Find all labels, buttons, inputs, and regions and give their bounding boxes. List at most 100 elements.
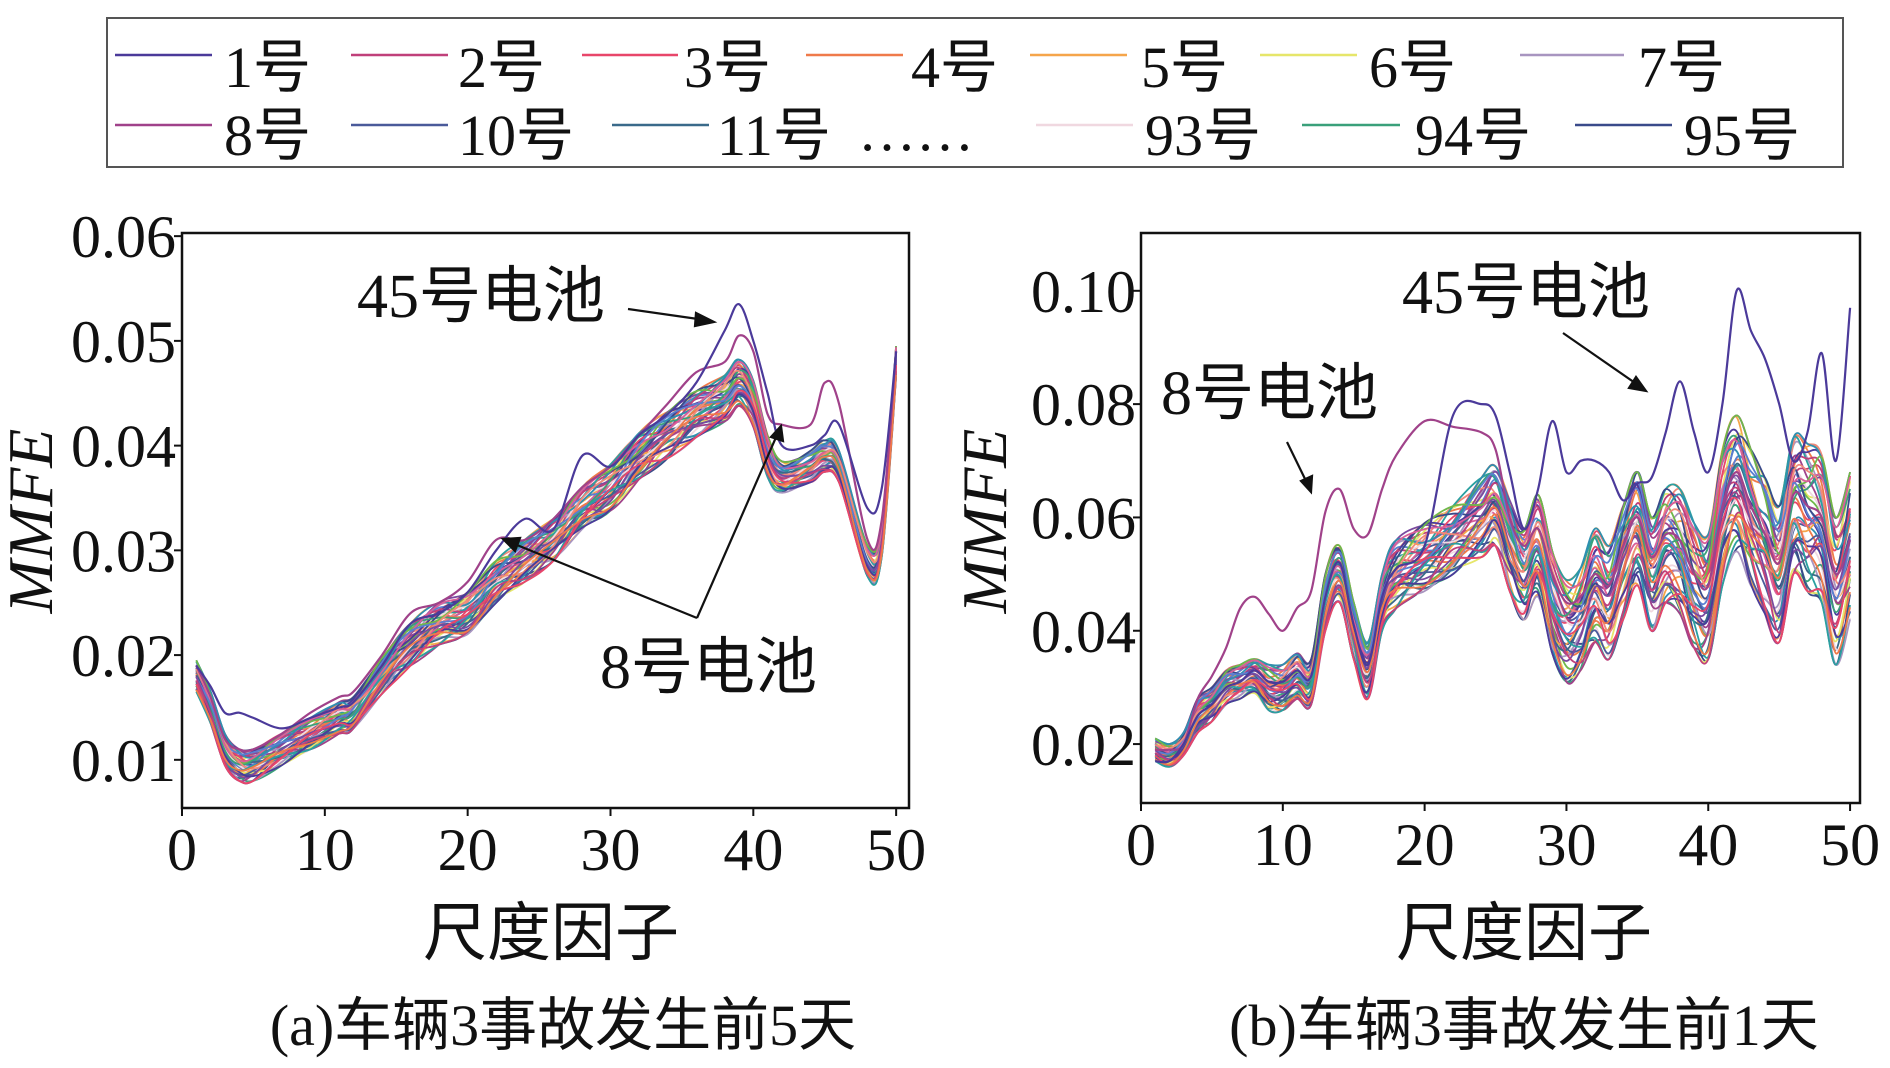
annotation-arrows	[500, 307, 785, 620]
panel-b-lines	[1154, 287, 1852, 768]
y-tick-label: 0.03	[71, 518, 176, 584]
panel-a-ticks: 0 10 20 30 40 50 0.01 0.02 0.03 0.04 0.05 0.06	[71, 204, 926, 883]
series-bundle	[195, 303, 898, 785]
panel-b: 0 10 20 30 40 50 0.02 0.04 0.06 0.08 0.10 MMFE 尺度因…	[949, 231, 1880, 1058]
series-bundle	[1154, 287, 1852, 768]
arrowhead-icon	[769, 423, 785, 443]
arrow-45	[1562, 332, 1639, 386]
series-line	[195, 347, 897, 763]
legend-item: 3号	[582, 35, 771, 100]
legend-label: 11号	[717, 103, 831, 168]
arrow-8-right	[695, 434, 779, 619]
series-line-highlight	[1155, 287, 1852, 764]
legend-frame	[106, 17, 1844, 168]
x-tick-label: 10	[1253, 812, 1313, 878]
legend-label: 7号	[1638, 35, 1725, 100]
arrowhead-icon	[1627, 375, 1649, 393]
series-line	[195, 375, 897, 778]
legend-item: 10号	[351, 103, 574, 168]
legend: …… 1号 2号 3号 4号 5号 6号 7号 8号 10号 11号 93号 94号 95号	[106, 17, 1844, 168]
x-tick-label: 30	[1536, 812, 1596, 878]
annotation-45: 45号电池	[357, 263, 605, 331]
series-line	[1154, 439, 1851, 754]
series-line-highlight	[195, 303, 898, 730]
annotation-8: 8号电池	[1161, 360, 1378, 428]
legend-item: 11号	[612, 103, 831, 168]
legend-item: 4号	[806, 35, 998, 100]
panel-b-caption: (b)车辆3事故发生前1天	[1229, 993, 1819, 1058]
series-line	[1154, 474, 1851, 761]
series-line	[1154, 519, 1851, 763]
arrow-8-left	[511, 541, 698, 620]
x-tick-label: 50	[1820, 812, 1880, 878]
x-tick-label: 20	[1395, 812, 1455, 878]
series-line	[195, 368, 897, 775]
legend-item: 93号	[1036, 103, 1261, 168]
arrow-45	[627, 307, 706, 322]
series-line	[1154, 522, 1851, 768]
x-tick-label: 40	[723, 817, 783, 883]
legend-label: 95号	[1684, 103, 1800, 168]
series-line	[195, 374, 897, 772]
y-tick-label: 0.08	[1031, 372, 1136, 438]
arrowhead-icon	[500, 536, 522, 553]
series-line	[1154, 528, 1851, 767]
arrowhead-icon	[1299, 474, 1314, 495]
legend-item: 94号	[1302, 103, 1531, 168]
series-line	[1154, 496, 1851, 767]
y-tick-label: 0.02	[71, 623, 176, 689]
legend-label: 5号	[1141, 35, 1228, 100]
panel-a-frame	[180, 231, 911, 810]
y-tick-label: 0.05	[71, 309, 176, 375]
x-tick-label: 0	[1126, 812, 1156, 878]
legend-label: 2号	[458, 35, 545, 100]
series-line	[195, 367, 897, 776]
x-tick-label: 50	[866, 817, 926, 883]
series-line	[1154, 434, 1851, 748]
series-line	[1154, 432, 1851, 746]
series-line-highlight	[1155, 418, 1852, 752]
panel-a-caption: (a)车辆3事故发生前5天	[270, 993, 856, 1058]
arrowhead-icon	[693, 311, 718, 328]
legend-label: 94号	[1415, 103, 1531, 168]
legend-label: 3号	[684, 35, 771, 100]
x-tick-label: 0	[167, 817, 197, 883]
series-line	[195, 374, 897, 772]
legend-label: 8号	[224, 103, 311, 168]
panel-a-ylabel: MMFE	[0, 429, 66, 615]
legend-label: 4号	[911, 35, 998, 100]
legend-item: 8号	[115, 103, 311, 168]
y-tick-label: 0.06	[1031, 485, 1136, 551]
legend-item: 5号	[1030, 35, 1228, 100]
x-tick-label: 10	[295, 817, 355, 883]
legend-item: 6号	[1260, 35, 1456, 100]
legend-label: 93号	[1145, 103, 1261, 168]
panel-a-lines	[195, 303, 898, 785]
panel-a-xlabel: 尺度因子	[423, 898, 679, 969]
annotation-8: 8号电池	[600, 634, 817, 702]
series-line	[195, 364, 897, 764]
legend-item: 1号	[115, 35, 311, 100]
legend-label: 6号	[1369, 35, 1456, 100]
y-tick-label: 0.04	[1031, 599, 1136, 665]
series-line	[195, 360, 897, 756]
legend-label: 1号	[224, 35, 311, 100]
x-tick-label: 40	[1678, 812, 1738, 878]
y-tick-label: 0.04	[71, 414, 176, 480]
series-line	[195, 375, 897, 772]
x-tick-label: 20	[438, 817, 498, 883]
panel-a: 0 10 20 30 40 50 0.01 0.02 0.03 0.04 0.05 0.06 MMFE…	[0, 204, 926, 1058]
panel-b-xlabel: 尺度因子	[1396, 898, 1652, 969]
series-line	[195, 368, 897, 780]
y-tick-label: 0.10	[1031, 259, 1136, 325]
series-line	[195, 360, 897, 770]
series-line	[195, 377, 897, 773]
legend-item: 95号	[1575, 103, 1800, 168]
legend-item: 7号	[1520, 35, 1725, 100]
arrow-8	[1286, 441, 1308, 484]
y-tick-label: 0.02	[1031, 712, 1136, 778]
annotation-45: 45号电池	[1402, 259, 1650, 327]
y-tick-label: 0.06	[71, 204, 176, 270]
legend-label: 10号	[458, 103, 574, 168]
